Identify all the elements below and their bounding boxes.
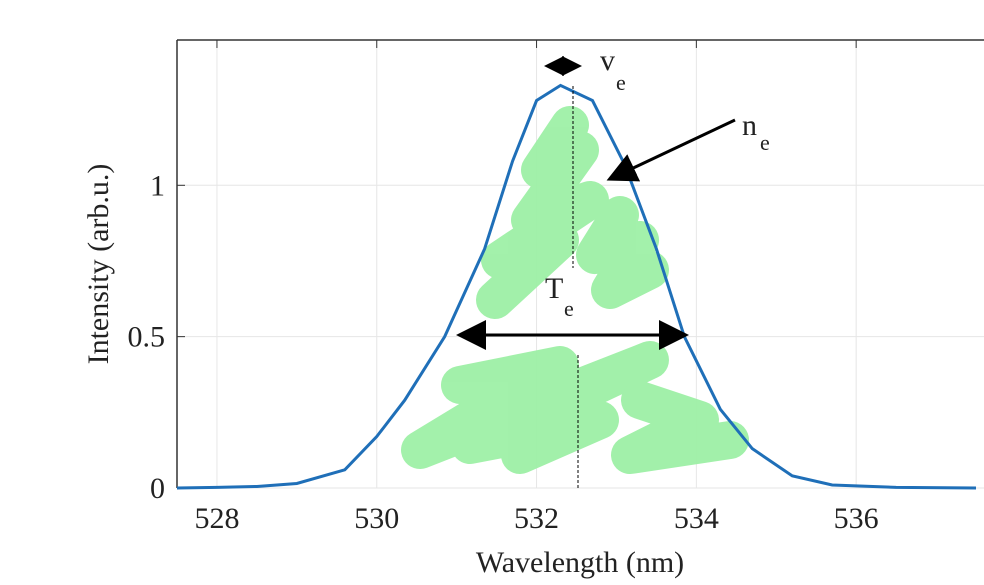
annotation-subscript: e <box>564 296 574 321</box>
annotation-marks <box>456 56 736 488</box>
highlight-scribbles <box>401 106 749 474</box>
x-axis-label: Wavelength (nm) <box>476 546 684 579</box>
y-axis-label: Intensity (arb.u.) <box>82 164 115 365</box>
annotation: n <box>742 109 757 142</box>
plot-area: 528 530 532 534 536 0 0.5 1 <box>128 39 984 535</box>
y-tick-label: 0.5 <box>128 321 166 354</box>
x-tick-label: 534 <box>674 502 719 535</box>
x-tick-label: 532 <box>514 502 559 535</box>
annotation: T <box>545 272 563 305</box>
annotation-subscript: e <box>616 70 626 95</box>
annotation: v <box>600 44 615 77</box>
annotation-subscript: e <box>760 130 770 155</box>
line-series <box>176 83 977 490</box>
x-tick-label: 528 <box>194 502 239 535</box>
x-tick-label: 536 <box>834 502 879 535</box>
y-tick-label: 0 <box>150 472 165 505</box>
x-tick-label: 530 <box>354 502 399 535</box>
y-tick-label: 1 <box>150 169 165 202</box>
